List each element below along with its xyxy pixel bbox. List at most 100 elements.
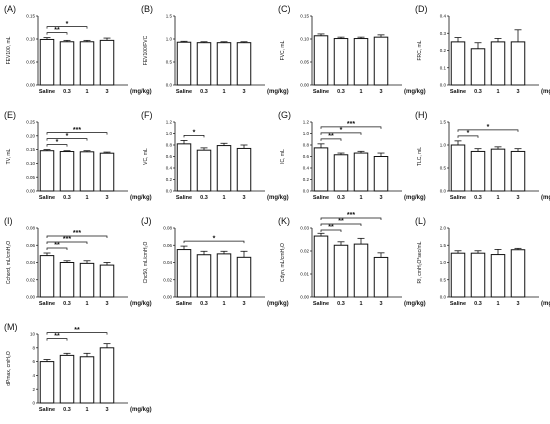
y-tick-label: 0.4 <box>303 166 310 171</box>
bar <box>79 41 95 86</box>
y-tick-label: 1.5 <box>440 120 447 125</box>
bar <box>79 262 95 298</box>
significance-bracket <box>46 338 68 341</box>
bar <box>39 361 55 404</box>
panel-letter: (L) <box>415 216 426 226</box>
y-axis-label: Cchord, mL/cmH₂O <box>6 241 12 284</box>
bar <box>510 150 526 192</box>
y-tick-label: 0.2 <box>303 177 310 182</box>
y-tick-label: 0.0 <box>440 189 447 194</box>
y-tick-label: 0.00 <box>26 189 35 194</box>
x-tick-label: 0.3 <box>337 195 345 201</box>
panel-letter: (J) <box>141 216 152 226</box>
bar <box>313 147 329 192</box>
x-tick-label: 0.3 <box>474 89 482 95</box>
x-tick-label: 1 <box>85 301 88 307</box>
y-tick-label: 0.10 <box>26 37 35 42</box>
significance-label: ** <box>54 242 60 249</box>
y-tick-label: 0 <box>32 401 35 406</box>
significance-bracket <box>320 217 382 220</box>
chart-panel-l: (L) RI, cmH₂O*sec/mL 0.0 0.5 1.0 1.5 2.0 Saline… <box>415 216 550 307</box>
bar <box>353 38 369 86</box>
x-tick-label: 3 <box>105 195 108 201</box>
bar <box>196 149 212 192</box>
significance-label: ** <box>338 218 344 225</box>
bar <box>353 152 369 192</box>
y-axis-label: RI, cmH₂O*sec/mL <box>417 241 423 283</box>
bar <box>236 256 252 298</box>
y-tick-label: 0.8 <box>303 143 310 148</box>
y-tick-label: 0.10 <box>26 161 35 166</box>
significance-bracket <box>46 32 68 35</box>
bar <box>450 144 466 192</box>
x-tick-label: Saline <box>450 301 466 307</box>
unit-label: (mg/kg) <box>404 301 426 307</box>
x-tick-label: Saline <box>39 301 55 307</box>
significance-label: *** <box>63 236 71 243</box>
x-tick-label: Saline <box>313 195 329 201</box>
x-tick-label: 3 <box>242 301 245 307</box>
y-tick-label: 1.0 <box>303 131 310 136</box>
unit-label: (mg/kg) <box>130 301 152 307</box>
bar <box>176 143 192 192</box>
x-tick-label: 0.3 <box>337 301 345 307</box>
y-tick-label: 0.04 <box>26 260 35 265</box>
unit-label: (mg/kg) <box>541 89 550 95</box>
bar <box>176 249 192 298</box>
bar <box>450 41 466 86</box>
bar <box>196 42 212 86</box>
bar <box>39 255 55 298</box>
bar <box>490 254 506 298</box>
panel-letter: (M) <box>4 322 18 332</box>
significance-bracket <box>320 229 342 232</box>
x-tick-label: 1 <box>496 195 499 201</box>
x-tick-label: 3 <box>516 195 519 201</box>
panel-letter: (H) <box>415 110 428 120</box>
y-tick-label: 0.00 <box>26 83 35 88</box>
y-tick-label: 0.5 <box>440 166 447 171</box>
x-tick-label: 0.3 <box>63 89 71 95</box>
chart-panel-b: (B) FEV100/FVC 0.0 0.5 1.0 1.5 Saline 0.3 1 3 (mg/… <box>141 4 289 95</box>
x-tick-label: Saline <box>313 301 329 307</box>
y-tick-label: 0.08 <box>26 226 35 231</box>
bar <box>373 36 389 86</box>
bar <box>99 39 115 86</box>
significance-bracket <box>46 138 88 141</box>
bar <box>313 35 329 86</box>
x-tick-label: 0.3 <box>63 195 71 201</box>
bar <box>490 148 506 192</box>
y-tick-label: 0.05 <box>300 60 309 65</box>
unit-label: (mg/kg) <box>404 89 426 95</box>
y-tick-label: 0.6 <box>303 154 310 159</box>
bar <box>79 356 95 404</box>
x-tick-label: 1 <box>222 195 225 201</box>
bar <box>470 252 486 298</box>
unit-label: (mg/kg) <box>267 89 289 95</box>
x-tick-label: 3 <box>516 89 519 95</box>
x-tick-label: 3 <box>516 301 519 307</box>
bar <box>216 145 232 192</box>
x-tick-label: 1 <box>359 89 362 95</box>
bar <box>59 354 75 404</box>
y-tick-label: 10 <box>30 332 36 337</box>
y-axis-label: Cdyn, mL/cmH₂O <box>280 243 286 282</box>
chart-panel-c: (C) FVC, mL 0.00 0.05 0.10 0.15 Saline 0.3 1 3 (mg… <box>278 4 426 95</box>
chart-panel-m: (M) dPmax, cmH₂O 0 2 4 6 8 10 Saline 0.3 1 3 (mg/kg)… <box>4 322 152 413</box>
bar <box>236 147 252 192</box>
bar <box>510 249 526 298</box>
significance-bracket <box>46 247 68 251</box>
significance-bracket <box>46 235 108 239</box>
x-tick-label: 0.3 <box>200 195 208 201</box>
y-tick-label: 0.04 <box>163 260 172 265</box>
y-axis-label: FRC, mL <box>417 40 423 60</box>
y-tick-label: 0.05 <box>26 60 35 65</box>
bar <box>59 262 75 298</box>
significance-label: * <box>56 139 59 146</box>
x-tick-label: 0.3 <box>200 301 208 307</box>
significance-bracket <box>183 135 205 138</box>
bar <box>79 151 95 192</box>
significance-label: * <box>66 133 69 140</box>
y-tick-label: 1.2 <box>166 120 173 125</box>
unit-label: (mg/kg) <box>541 195 550 201</box>
